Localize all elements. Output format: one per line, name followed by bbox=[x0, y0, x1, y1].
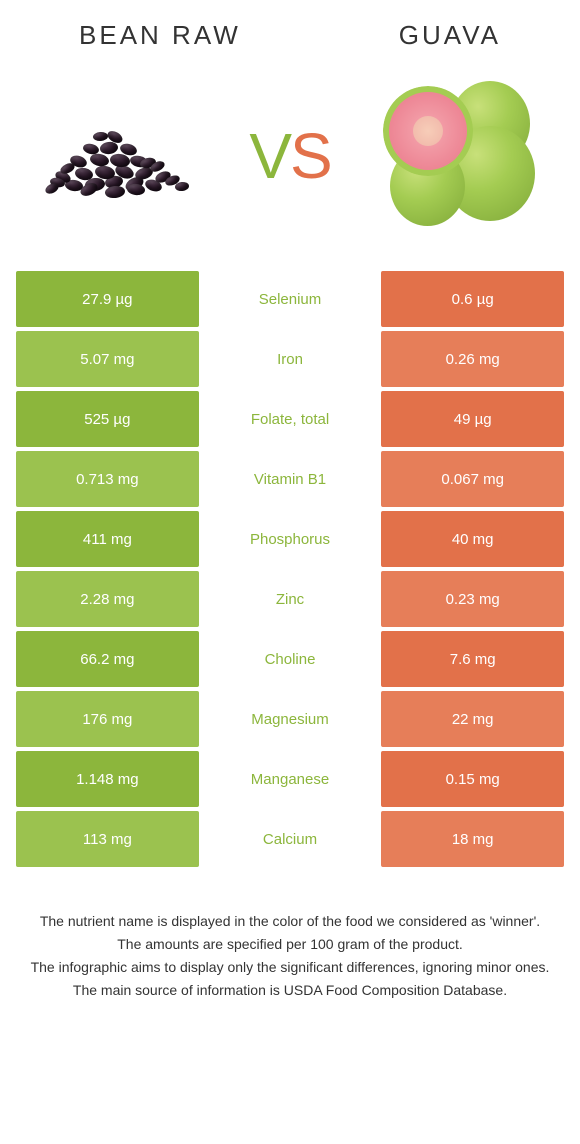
left-value: 176 mg bbox=[16, 691, 199, 747]
left-value: 525 µg bbox=[16, 391, 199, 447]
nutrient-table: 27.9 µgSelenium0.6 µg5.07 mgIron0.26 mg5… bbox=[0, 271, 580, 867]
images-row: VS bbox=[0, 61, 580, 271]
nutrient-name: Iron bbox=[199, 331, 382, 387]
left-value: 66.2 mg bbox=[16, 631, 199, 687]
right-value: 40 mg bbox=[381, 511, 564, 567]
right-value: 18 mg bbox=[381, 811, 564, 867]
left-food-image bbox=[30, 76, 210, 236]
table-row: 2.28 mgZinc0.23 mg bbox=[16, 571, 564, 627]
right-food-image bbox=[370, 76, 550, 236]
left-food-title: BEAN RAW bbox=[79, 20, 241, 51]
right-value: 0.23 mg bbox=[381, 571, 564, 627]
right-value: 49 µg bbox=[381, 391, 564, 447]
bean-pile-icon bbox=[35, 106, 205, 206]
right-value: 0.15 mg bbox=[381, 751, 564, 807]
table-row: 411 mgPhosphorus40 mg bbox=[16, 511, 564, 567]
vs-s: S bbox=[290, 120, 331, 192]
left-value: 0.713 mg bbox=[16, 451, 199, 507]
right-value: 22 mg bbox=[381, 691, 564, 747]
table-row: 27.9 µgSelenium0.6 µg bbox=[16, 271, 564, 327]
table-row: 66.2 mgCholine7.6 mg bbox=[16, 631, 564, 687]
right-value: 0.067 mg bbox=[381, 451, 564, 507]
footer: The nutrient name is displayed in the co… bbox=[0, 871, 580, 1001]
nutrient-name: Vitamin B1 bbox=[199, 451, 382, 507]
right-value: 0.26 mg bbox=[381, 331, 564, 387]
footer-line: The main source of information is USDA F… bbox=[30, 980, 550, 1001]
left-value: 411 mg bbox=[16, 511, 199, 567]
table-row: 176 mgMagnesium22 mg bbox=[16, 691, 564, 747]
header: BEAN RAW GUAVA bbox=[0, 0, 580, 61]
table-row: 0.713 mgVitamin B10.067 mg bbox=[16, 451, 564, 507]
left-value: 1.148 mg bbox=[16, 751, 199, 807]
nutrient-name: Choline bbox=[199, 631, 382, 687]
table-row: 525 µgFolate, total49 µg bbox=[16, 391, 564, 447]
table-row: 5.07 mgIron0.26 mg bbox=[16, 331, 564, 387]
nutrient-name: Manganese bbox=[199, 751, 382, 807]
left-value: 2.28 mg bbox=[16, 571, 199, 627]
guava-icon bbox=[375, 71, 545, 241]
table-row: 1.148 mgManganese0.15 mg bbox=[16, 751, 564, 807]
right-value: 7.6 mg bbox=[381, 631, 564, 687]
nutrient-name: Magnesium bbox=[199, 691, 382, 747]
vs-label: VS bbox=[249, 119, 330, 193]
footer-line: The amounts are specified per 100 gram o… bbox=[30, 934, 550, 955]
nutrient-name: Folate, total bbox=[199, 391, 382, 447]
right-value: 0.6 µg bbox=[381, 271, 564, 327]
left-value: 27.9 µg bbox=[16, 271, 199, 327]
footer-line: The infographic aims to display only the… bbox=[30, 957, 550, 978]
footer-line: The nutrient name is displayed in the co… bbox=[30, 911, 550, 932]
nutrient-name: Calcium bbox=[199, 811, 382, 867]
left-value: 5.07 mg bbox=[16, 331, 199, 387]
table-row: 113 mgCalcium18 mg bbox=[16, 811, 564, 867]
nutrient-name: Phosphorus bbox=[199, 511, 382, 567]
left-value: 113 mg bbox=[16, 811, 199, 867]
vs-v: V bbox=[249, 120, 290, 192]
right-food-title: GUAVA bbox=[399, 20, 501, 51]
nutrient-name: Zinc bbox=[199, 571, 382, 627]
nutrient-name: Selenium bbox=[199, 271, 382, 327]
